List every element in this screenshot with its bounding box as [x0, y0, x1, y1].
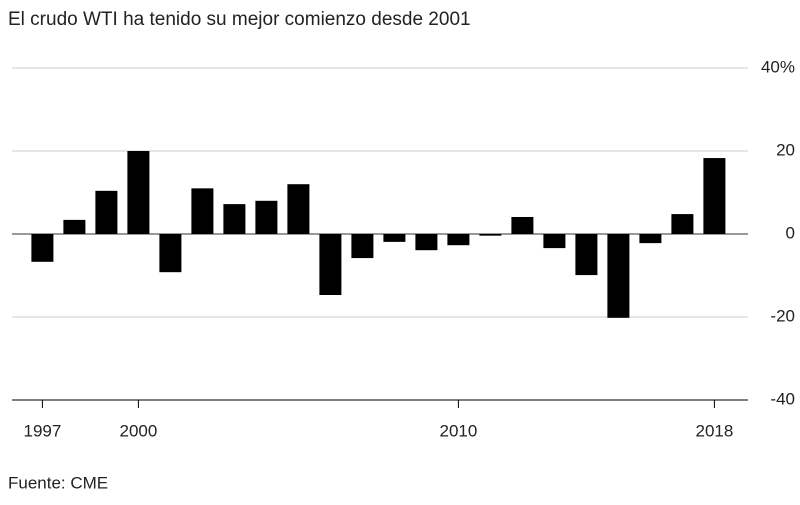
x-tick-label: 2000 — [119, 421, 157, 440]
x-tick-label: 1997 — [23, 421, 61, 440]
bar — [511, 216, 534, 234]
bar — [447, 234, 470, 246]
bar — [191, 188, 214, 234]
bar — [63, 219, 86, 234]
chart-title: El crudo WTI ha tenido su mejor comienzo… — [8, 9, 471, 30]
bar — [639, 234, 662, 244]
bar — [479, 234, 502, 236]
bar — [703, 158, 726, 234]
bar — [95, 190, 118, 234]
y-tick-label: -40 — [770, 389, 795, 408]
bar — [255, 200, 278, 234]
bar — [415, 234, 438, 251]
y-tick-label: 40% — [761, 57, 795, 76]
x-tick-label: 2018 — [695, 421, 733, 440]
bar — [287, 184, 310, 234]
y-tick-label: 0 — [786, 223, 795, 242]
bar — [223, 204, 246, 234]
bar — [383, 234, 406, 242]
bar — [351, 234, 374, 259]
bar — [575, 234, 598, 276]
x-tick-label: 2010 — [439, 421, 477, 440]
bar — [319, 234, 342, 296]
bar — [159, 234, 182, 273]
bar — [31, 234, 54, 262]
bar — [127, 151, 150, 234]
bar — [543, 234, 566, 249]
y-tick-label: 20 — [776, 140, 795, 159]
bar — [671, 214, 694, 234]
bar — [607, 234, 630, 318]
y-tick-label: -20 — [770, 306, 795, 325]
source: Fuente: CME — [8, 473, 108, 492]
